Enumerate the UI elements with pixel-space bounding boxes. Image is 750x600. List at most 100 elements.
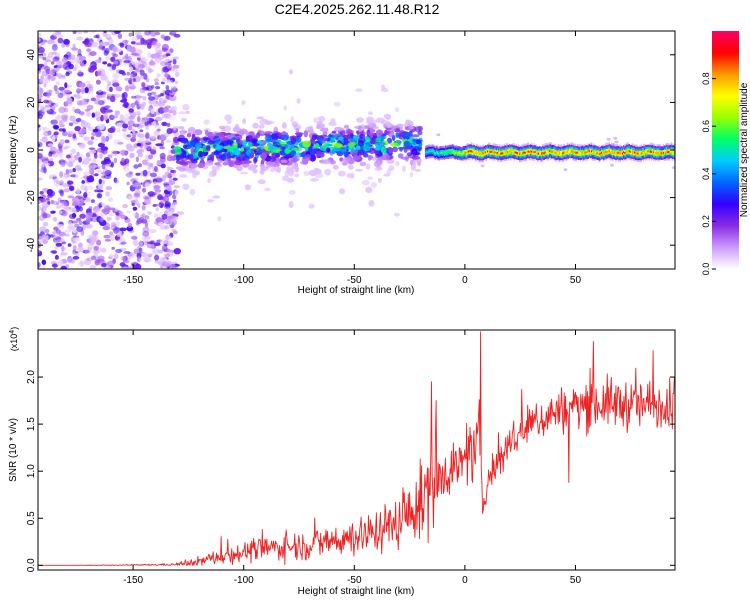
spectrogram-cell [629,150,632,153]
spectrogram-cell [602,151,604,154]
spectrogram-cell [521,154,523,157]
spectrogram-cell [503,157,505,160]
spectrogram-cell [161,121,168,127]
spectrogram-cell [644,155,646,158]
spectrogram-cell [128,32,133,37]
spectrogram-cell [98,178,103,185]
spectrogram-cell [628,157,630,160]
spectrogram-cell [40,149,45,154]
spectrogram-cell [631,152,634,156]
spectrogram-cell [473,156,476,159]
spectrogram-cell [484,151,487,154]
spectrogram-cell [593,145,595,148]
snr-frame [37,329,676,571]
spectrogram-cell [93,111,101,118]
spectrogram-cell [525,153,528,156]
spectrogram-cell [326,147,331,153]
spectrogram-cell [67,257,74,264]
spectrogram-cell [227,152,231,159]
spectrogram-cell [408,153,416,159]
spectrogram-cell [40,39,48,43]
spectrogram-cell [510,144,512,148]
spectrogram-cell [634,153,636,156]
spectrogram-cell [542,153,544,156]
spectrogram-cell [633,159,635,162]
spectrogram-cell [615,144,617,147]
spectrogram-cell [524,153,526,156]
spectrogram-cell [586,147,588,150]
spectrogram-cell [153,185,161,190]
spectrogram-cell [648,154,650,157]
spectrogram-cell [91,112,96,118]
spectrogram-cell [594,152,596,156]
spectrogram-cell [460,152,462,155]
spectrogram-cell [667,156,669,159]
spectrogram-cell [314,173,324,178]
spectrogram-cell [599,148,602,151]
spectrogram-cell [104,105,110,109]
spectrogram-cell [83,157,90,165]
spectrogram-cell [558,154,561,157]
spectrogram-cell [113,31,122,34]
spectrogram-cell [139,103,145,107]
spectrogram-cell [512,156,514,159]
spectrogram-cell [257,148,263,155]
spectrogram-cell [194,129,203,136]
spectrogram-cell [660,148,662,151]
spectrogram-cell [657,151,659,154]
spectrogram-cell [641,157,644,160]
spectrogram-cell [483,155,486,158]
spectrogram-cell [531,146,533,149]
spectrogram-cell [625,151,627,154]
spectrogram-cell [545,152,547,155]
spectrogram-cell [164,171,171,178]
spectrogram-cell [524,149,526,152]
spectrogram-cell [438,154,440,157]
spectrogram-cell [546,154,549,157]
spectrogram-cell [629,148,632,151]
spectrogram-cell [524,151,526,154]
spectrogram-cell [330,118,336,123]
spectrogram-cell [672,154,675,157]
spectrogram-cell [603,150,605,153]
spectrogram-cell [159,146,165,150]
spectrogram-cell [250,146,258,150]
spectrogram-cell [542,149,544,152]
spectrogram-cell [532,153,534,156]
spectrogram-cell [487,146,489,149]
spectrogram-cell [394,107,400,113]
spectrogram-cell [187,167,196,172]
spectrogram-cell [532,145,534,148]
spectrogram-cell [356,117,364,123]
y-tick-label: 20 [26,96,37,108]
spectrogram-cell [550,149,552,152]
spectrogram-cell [281,122,287,129]
spectrogram-cell [558,159,561,163]
colorbar-ticks: 0.00.20.40.60.8 [701,72,716,275]
spectrogram-cell [83,98,88,102]
spectrogram-cell [608,144,610,147]
spectrogram-cell [55,242,63,247]
spectrogram-cell [504,151,507,154]
spectrogram-cell [138,240,144,248]
spectrogram-cell [615,148,617,151]
spectrogram-cell [537,152,540,155]
spectrogram-cell [377,141,386,146]
spectrogram-cell [494,154,497,158]
spectrogram-cell [112,72,120,80]
spectrogram-cell [83,31,89,34]
spectrogram-cell [453,145,456,148]
spectrogram-cell [135,156,140,163]
spectrogram-cell [640,150,643,153]
spectrogram-cell [42,212,48,219]
spectrogram-cell [495,144,498,147]
spectrogram-cell [560,158,562,161]
spectrogram-cell [123,260,130,264]
spectrogram-cell [38,235,47,240]
spectrogram-cell [666,146,668,149]
spectrogram-cell [43,82,47,88]
spectrogram-cell [529,146,531,149]
spectrogram-cell [649,142,651,145]
spectrogram-cell [80,121,89,128]
spectrogram-cell [489,156,491,159]
